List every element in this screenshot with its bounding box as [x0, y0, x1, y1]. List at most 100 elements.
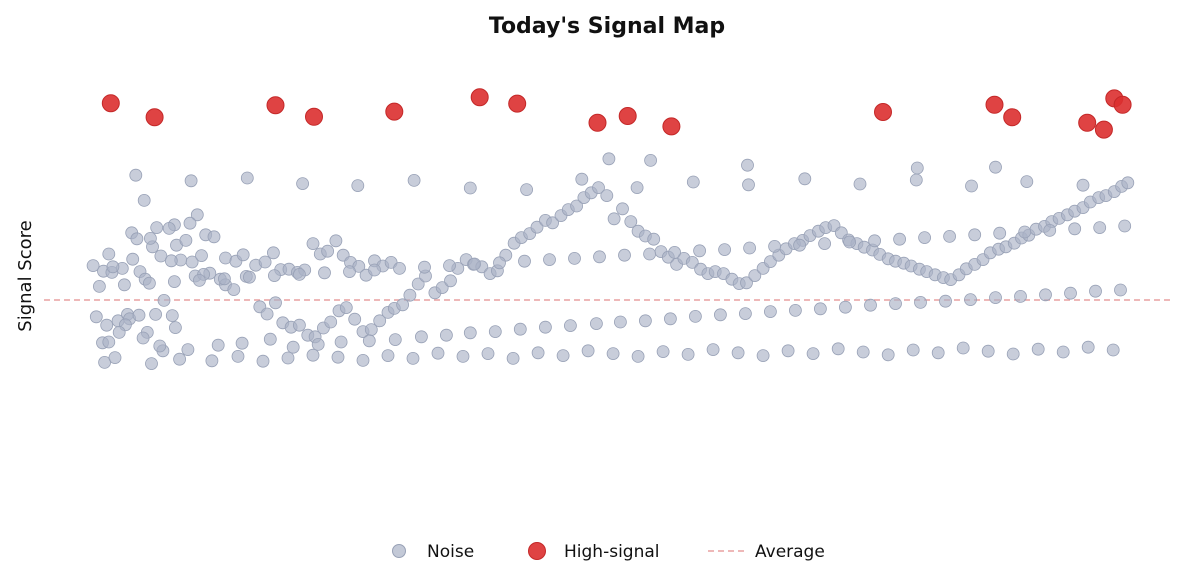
noise-point: [217, 272, 231, 286]
noise-point: [798, 172, 812, 186]
noise-point: [231, 349, 245, 363]
noise-point: [1089, 284, 1102, 298]
noise-point: [439, 328, 453, 342]
noise-point: [965, 179, 978, 193]
noise-point: [456, 349, 470, 363]
noise-point: [329, 234, 343, 248]
noise-point: [468, 257, 481, 271]
noise-point: [931, 346, 945, 360]
high-signal-point: [1094, 120, 1113, 139]
noise-point: [668, 245, 681, 259]
noise-point: [618, 248, 631, 262]
noise-point: [656, 345, 670, 359]
noise-point: [269, 296, 282, 310]
noise-point: [129, 168, 143, 182]
noise-point: [1081, 340, 1095, 354]
noise-point: [211, 338, 225, 352]
noise-point: [647, 232, 661, 246]
noise-point: [179, 233, 193, 247]
noise-point: [407, 173, 421, 187]
noise-point: [864, 298, 877, 312]
noise-point: [781, 344, 795, 358]
noise-point: [403, 288, 417, 302]
noise-point: [137, 193, 151, 207]
noise-point: [1039, 288, 1052, 302]
noise-point: [868, 234, 881, 248]
noise-point: [132, 308, 146, 322]
high-signal-point: [305, 107, 323, 126]
noise-point: [463, 326, 477, 340]
noise-point: [388, 333, 402, 347]
noise-point: [162, 221, 176, 235]
noise-point: [1043, 223, 1057, 237]
noise-point: [292, 267, 306, 281]
noise-point: [356, 353, 370, 367]
noise-point: [98, 355, 111, 369]
noise-point: [739, 307, 752, 321]
noise-point: [185, 255, 199, 269]
noise-point: [602, 152, 616, 166]
chart-title: Today's Signal Map: [489, 14, 725, 39]
noise-point: [351, 179, 365, 193]
noise-point: [118, 278, 131, 292]
noise-point: [943, 229, 956, 243]
noise-point: [86, 259, 100, 273]
noise-point: [368, 263, 381, 277]
noise-point: [989, 160, 1002, 174]
noise-point: [918, 231, 931, 245]
legend-high-signal-label: High-signal: [564, 542, 660, 562]
noise-point: [373, 314, 387, 328]
noise-point: [411, 277, 425, 291]
noise-point: [1006, 347, 1020, 361]
noise-point: [543, 253, 556, 267]
noise-point: [108, 351, 122, 365]
high-signal-point: [874, 103, 892, 121]
noise-point: [1106, 343, 1120, 357]
legend-noise-label: Noise: [427, 542, 474, 562]
noise-point: [339, 301, 353, 315]
noise-point: [520, 183, 533, 197]
noise-point: [143, 231, 157, 245]
noise-point: [568, 251, 581, 265]
high-signal-point: [145, 108, 164, 127]
noise-point: [488, 325, 502, 339]
noise-point: [106, 260, 120, 274]
noise-point: [192, 273, 206, 287]
noise-point: [362, 334, 376, 348]
noise-point: [153, 339, 167, 353]
noise-point: [181, 343, 195, 357]
noise-point: [731, 346, 745, 360]
noise-point: [831, 342, 845, 356]
noise-point: [463, 181, 477, 195]
noise-point: [581, 344, 595, 358]
noise-point: [164, 254, 178, 268]
noise-point: [173, 352, 187, 366]
noise-point: [396, 298, 410, 312]
noise-point: [126, 252, 140, 266]
high-signal-series: [101, 88, 1132, 139]
noise-point: [531, 346, 545, 360]
noise-point: [564, 319, 577, 333]
noise-point: [381, 349, 395, 363]
noise-point: [142, 276, 156, 290]
high-signal-point: [662, 117, 681, 136]
noise-point: [1093, 221, 1107, 235]
noise-point: [768, 239, 781, 253]
noise-point: [102, 335, 116, 349]
noise-point: [149, 307, 163, 321]
noise-point: [1031, 342, 1045, 356]
noise-point: [406, 351, 420, 365]
noise-point: [889, 297, 902, 311]
high-signal-point: [1078, 113, 1097, 132]
noise-point: [714, 308, 727, 322]
noise-point: [130, 232, 144, 246]
noise-point: [839, 300, 852, 314]
noise-point: [530, 220, 544, 234]
noise-point: [184, 174, 198, 188]
noise-point: [136, 331, 150, 345]
noise-point: [100, 318, 114, 332]
noise-point: [546, 216, 559, 230]
noise-point: [168, 321, 182, 335]
noise-point: [631, 349, 645, 363]
noise-point: [236, 248, 250, 262]
